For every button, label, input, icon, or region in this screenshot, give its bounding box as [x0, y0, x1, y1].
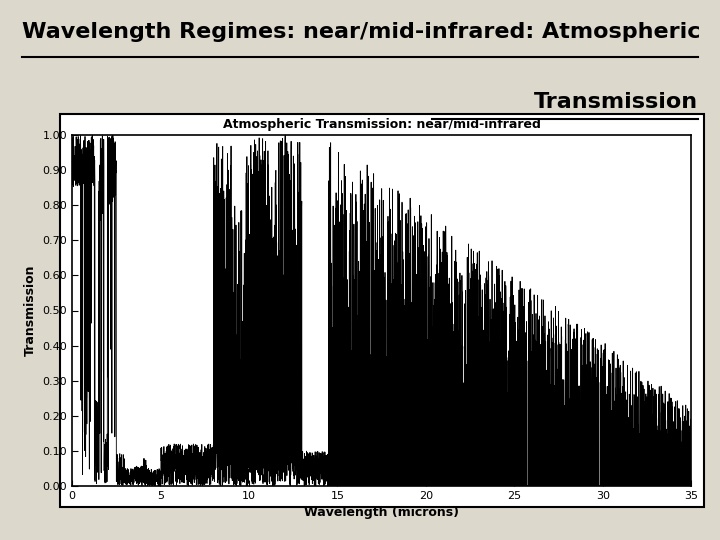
Text: Wavelength Regimes: near/mid-infrared: Atmospheric: Wavelength Regimes: near/mid-infrared: A… [22, 22, 700, 42]
Bar [60, 114, 703, 507]
Text: Transmission: Transmission [534, 92, 698, 112]
Title: Atmospheric Transmission: near/mid-infrared: Atmospheric Transmission: near/mid-infra… [222, 118, 541, 131]
Y-axis label: Transmission: Transmission [24, 265, 37, 356]
X-axis label: Wavelength (microns): Wavelength (microns) [304, 507, 459, 519]
